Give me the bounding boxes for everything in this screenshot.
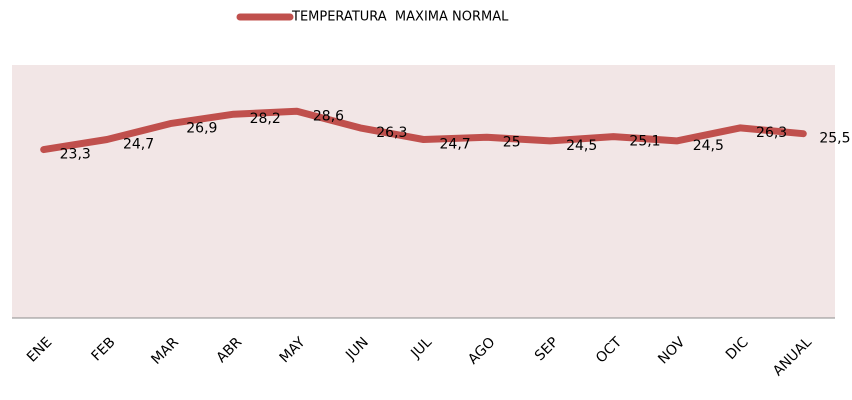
x-tick-label: ANUAL <box>770 334 815 379</box>
data-label: 25,5 <box>819 131 850 147</box>
data-label: 26,3 <box>376 125 407 141</box>
data-label: 25 <box>503 134 521 150</box>
data-label: 24,5 <box>566 138 597 154</box>
x-tick-label: MAR <box>148 334 182 368</box>
data-label: 26,3 <box>756 125 787 141</box>
data-label: 24,5 <box>693 138 724 154</box>
data-label: 24,7 <box>440 136 471 152</box>
data-label: 26,9 <box>186 121 217 137</box>
series-line <box>40 107 807 154</box>
x-tick-label: AGO <box>465 334 498 367</box>
data-label: 25,1 <box>629 134 660 150</box>
data-label: 23,3 <box>60 147 91 163</box>
data-label: 24,7 <box>123 136 154 152</box>
x-tick-label: DIC <box>723 334 752 363</box>
legend-label: TEMPERATURA MAXIMA NORMAL <box>291 10 509 25</box>
data-label: 28,6 <box>313 108 344 124</box>
x-tick-label: ABR <box>213 334 245 366</box>
x-tick-label: NOV <box>655 334 688 367</box>
data-label: 28,2 <box>250 111 281 127</box>
x-tick-label: ENE <box>24 334 55 365</box>
x-tick-label: OCT <box>593 334 625 366</box>
legend: TEMPERATURA MAXIMA NORMAL <box>236 10 509 25</box>
x-tick-label: SEP <box>532 334 562 364</box>
x-tick-label: FEB <box>89 334 119 364</box>
plot-area <box>12 65 835 318</box>
x-tick-label: MAY <box>277 334 309 366</box>
x-tick-label: JUN <box>342 334 372 364</box>
x-tick-label: JUL <box>407 334 435 362</box>
